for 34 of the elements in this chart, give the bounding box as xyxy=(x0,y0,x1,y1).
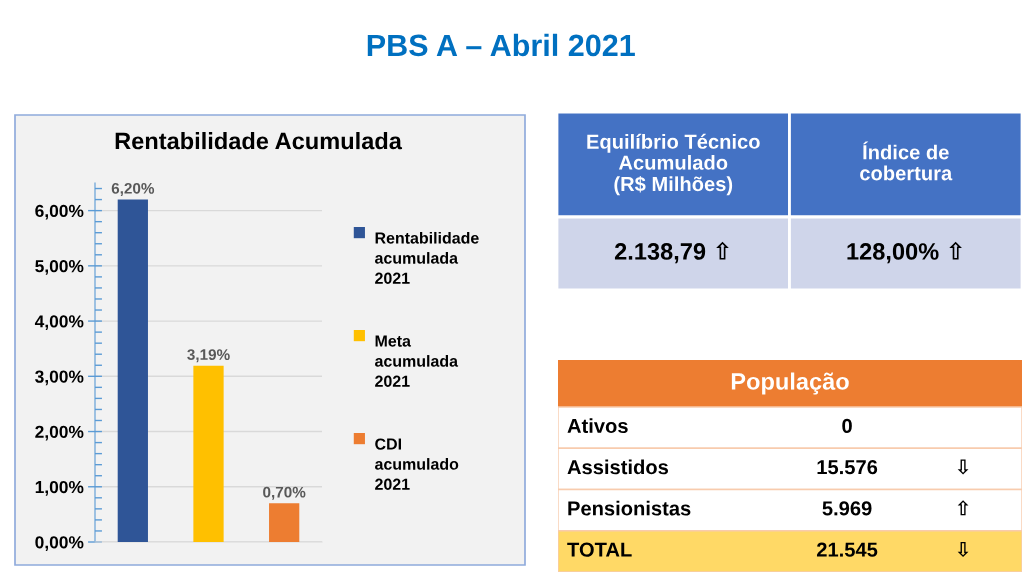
category-label: Pensionistas xyxy=(568,500,691,516)
legend-label: Meta acumulada 2021 xyxy=(375,335,459,387)
y-tick-label: 4,00% xyxy=(34,315,84,331)
bar xyxy=(117,199,148,542)
text: ⇩ xyxy=(957,459,969,475)
data-label: 3,19% xyxy=(187,349,230,363)
bar xyxy=(193,365,224,542)
text: 21.545 xyxy=(816,542,878,557)
category-label: Ativos xyxy=(567,418,628,434)
text: 0 xyxy=(842,418,852,434)
text: PBS A – Abril 2021 xyxy=(367,33,635,57)
legend-label: Rentabilidade acumulada 2021 xyxy=(375,231,479,284)
text: ⇩ xyxy=(957,541,969,558)
text: População xyxy=(731,372,849,395)
text: 15.576 xyxy=(817,460,878,475)
category-label: Equilíbrio Técnico Acumulado (R$ Milhões) xyxy=(587,133,760,196)
data-label: 6,20% xyxy=(111,182,155,196)
y-tick-label: 1,00% xyxy=(35,480,84,496)
y-tick-label: 3,00% xyxy=(35,370,84,386)
bar xyxy=(269,503,300,542)
text: ⇧ xyxy=(957,500,969,516)
text: 128,00% ⇧ xyxy=(847,241,962,264)
data-label: 0,70% xyxy=(263,486,306,500)
y-tick-label: 6,00% xyxy=(35,204,84,220)
y-tick-label: 0,00% xyxy=(35,536,84,551)
y-tick-label: 5,00% xyxy=(35,260,84,275)
text: 2.138,79 ⇧ xyxy=(614,241,729,264)
legend-label: CDI acumulado 2021 xyxy=(375,438,459,490)
y-tick-label: 2,00% xyxy=(35,425,84,441)
text: 5.969 xyxy=(822,501,872,516)
chart-title: Rentabilidade Acumulada xyxy=(115,132,403,150)
category-label: Índice de cobertura xyxy=(860,141,953,181)
category-label: TOTAL xyxy=(567,542,632,557)
category-label: Assistidos xyxy=(567,459,669,475)
